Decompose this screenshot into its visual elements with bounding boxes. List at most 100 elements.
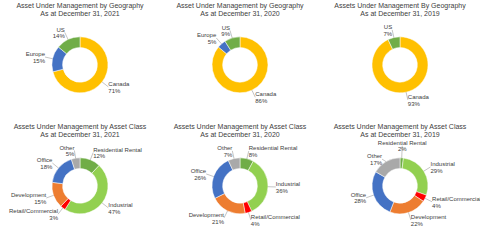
slices — [372, 37, 428, 93]
slice-label: Development15% — [11, 192, 47, 205]
slice-label-text: Residential Rental8% — [249, 145, 298, 158]
chart-title-line: Asset Under Management by Geography — [16, 2, 144, 10]
leader-line — [268, 186, 276, 187]
donut: Residential Rental8%Industrial36%Retail/… — [189, 145, 301, 227]
chart-title-line: Assets Under Management by Asset Class — [174, 123, 307, 131]
slice — [212, 37, 268, 93]
chart-title: Asset Under Management by GeographyAs at… — [176, 2, 304, 17]
slice-label-value: 12% — [93, 153, 106, 159]
slice-label-category: US — [384, 24, 392, 30]
slice-label-value: 5% — [66, 151, 75, 157]
slice-label-text: Residential Rental12% — [93, 147, 142, 160]
slice — [247, 161, 268, 211]
leader-line — [46, 195, 53, 198]
slice — [225, 37, 240, 50]
slice-label-category: Canada — [108, 81, 130, 87]
slice — [402, 158, 428, 195]
chart-title: Assets Under Management by Asset ClassAs… — [174, 123, 307, 138]
chart-title-line: As at December 31, 2020 — [200, 131, 279, 138]
slices — [372, 158, 428, 214]
leader-line — [74, 150, 75, 158]
slice-label-value: 4% — [251, 221, 260, 227]
slice-label-value: 22% — [411, 221, 424, 227]
slice-label-category: Retail/Commercial — [432, 196, 480, 202]
leader-line — [45, 57, 53, 59]
donut: Residential Rental2%Industrial29%Retail/… — [351, 140, 480, 227]
slice-label-value: 17% — [370, 160, 383, 166]
donut-chart: Asset Under Management by GeographyAs at… — [176, 2, 304, 104]
slice-label-text: Europe15% — [26, 51, 46, 64]
chart-title: Assets Under Management by Asset ClassAs… — [334, 123, 467, 138]
slice-label: Residential Rental8% — [249, 145, 298, 158]
slice-label-value: 7% — [384, 31, 393, 37]
slice-label-value: 7% — [224, 152, 233, 158]
leader-line — [424, 167, 431, 171]
slice-label-category: Retail/Commercial — [9, 208, 58, 214]
leader-line — [52, 163, 58, 168]
slice-label-text: Canada71% — [108, 81, 130, 94]
slice-label-text: Development22% — [411, 214, 447, 227]
donut-chart: Assets Under Management By GeographyAs a… — [334, 2, 466, 107]
donut: Canada71%Europe15%US14% — [26, 27, 130, 94]
slice-label-text: Office28% — [351, 192, 367, 205]
slice-label: Development22% — [411, 214, 447, 227]
slice — [53, 37, 108, 93]
slice-label-category: US — [56, 27, 64, 33]
slice-label-text: Retail/Commercial4% — [432, 196, 480, 209]
slice-label-category: Residential Rental — [249, 145, 298, 151]
leader-line — [224, 211, 227, 218]
slice-label-text: Development21% — [189, 212, 225, 225]
slice-labels: Canada71%Europe15%US14% — [26, 27, 130, 94]
slice-label: Europe5% — [197, 32, 217, 45]
leader-line — [65, 32, 68, 39]
slice-label-text: Canada93% — [408, 94, 430, 107]
slice-label-category: Office — [191, 168, 207, 174]
slice-label-category: Industrial — [430, 161, 454, 167]
chart-title: Asset Under Management by GeographyAs at… — [16, 2, 144, 17]
slice — [52, 182, 68, 206]
slice-label: Other7% — [217, 145, 233, 158]
slice-label: Canada71% — [108, 81, 130, 94]
slice-label: Development21% — [189, 212, 225, 225]
slice — [372, 172, 394, 212]
chart-title-line: Asset Under Management by Geography — [176, 2, 304, 10]
slices — [212, 158, 268, 214]
slice-label-text: Other7% — [217, 145, 233, 158]
slice-label-text: Development15% — [11, 192, 47, 205]
slice — [52, 159, 74, 183]
slice-label-value: 36% — [276, 188, 289, 194]
slice-label: Canada86% — [255, 91, 277, 104]
leader-line — [232, 151, 234, 159]
leader-line — [392, 30, 394, 38]
chart-title-line: As at December 31, 2020 — [200, 10, 279, 17]
chart-title-line: As at December 31, 2021 — [40, 131, 119, 138]
slice-label: US9% — [221, 25, 230, 38]
slice-label-text: Residential Rental2% — [378, 140, 427, 153]
slice-label-value: 71% — [108, 88, 121, 94]
slice-label-category: Other — [367, 153, 382, 159]
slice-label-category: Residential Rental — [378, 140, 427, 146]
slice — [390, 195, 423, 213]
slice-label-value: 5% — [208, 39, 217, 45]
slice-label-text: Office18% — [37, 157, 53, 170]
slice-label-text: Retail/Commercial4% — [251, 214, 300, 227]
slice — [65, 165, 108, 213]
slice-label: Residential Rental12% — [93, 147, 142, 160]
slice-label-text: Canada86% — [255, 91, 277, 104]
slice-label-text: Other17% — [367, 153, 383, 166]
slice — [372, 37, 428, 93]
leader-lines — [392, 30, 408, 100]
donut-chart: Asset Under Management by GeographyAs at… — [16, 2, 144, 94]
slice-label: US7% — [384, 24, 393, 37]
chart-title-line: Assets Under Management By Geography — [334, 2, 466, 10]
slices — [212, 37, 268, 93]
slice-label-category: Canada — [255, 91, 277, 97]
slices — [52, 37, 108, 93]
slice-label-category: Residential Rental — [93, 147, 142, 153]
donut: Residential Rental12% Industrial47% Retail… — [9, 145, 142, 221]
slice-label-category: Development — [411, 214, 447, 220]
slice-label-value: 18% — [40, 164, 53, 170]
slice — [215, 194, 245, 214]
slice-label: Industrial47% — [108, 202, 132, 215]
slice-label: Retail/Commercial3% — [9, 208, 59, 221]
